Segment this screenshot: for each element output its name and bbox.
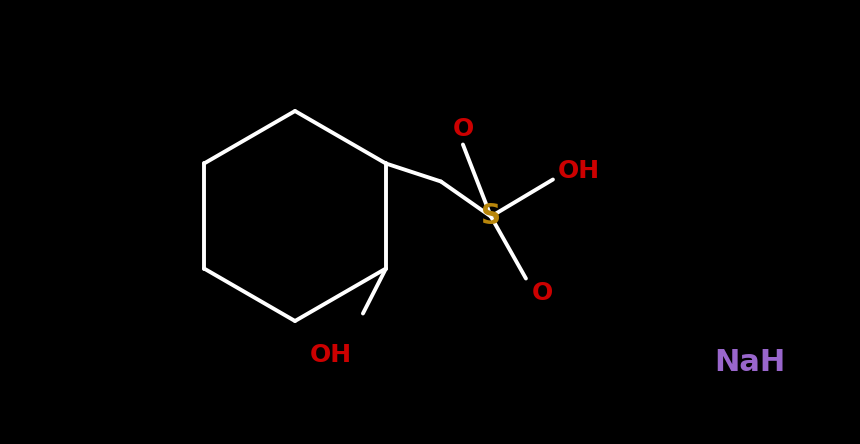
Text: O: O — [452, 116, 474, 140]
Text: S: S — [481, 202, 501, 230]
Text: OH: OH — [310, 342, 352, 366]
Text: OH: OH — [558, 159, 600, 182]
Text: O: O — [531, 281, 553, 305]
Text: NaH: NaH — [715, 348, 786, 377]
